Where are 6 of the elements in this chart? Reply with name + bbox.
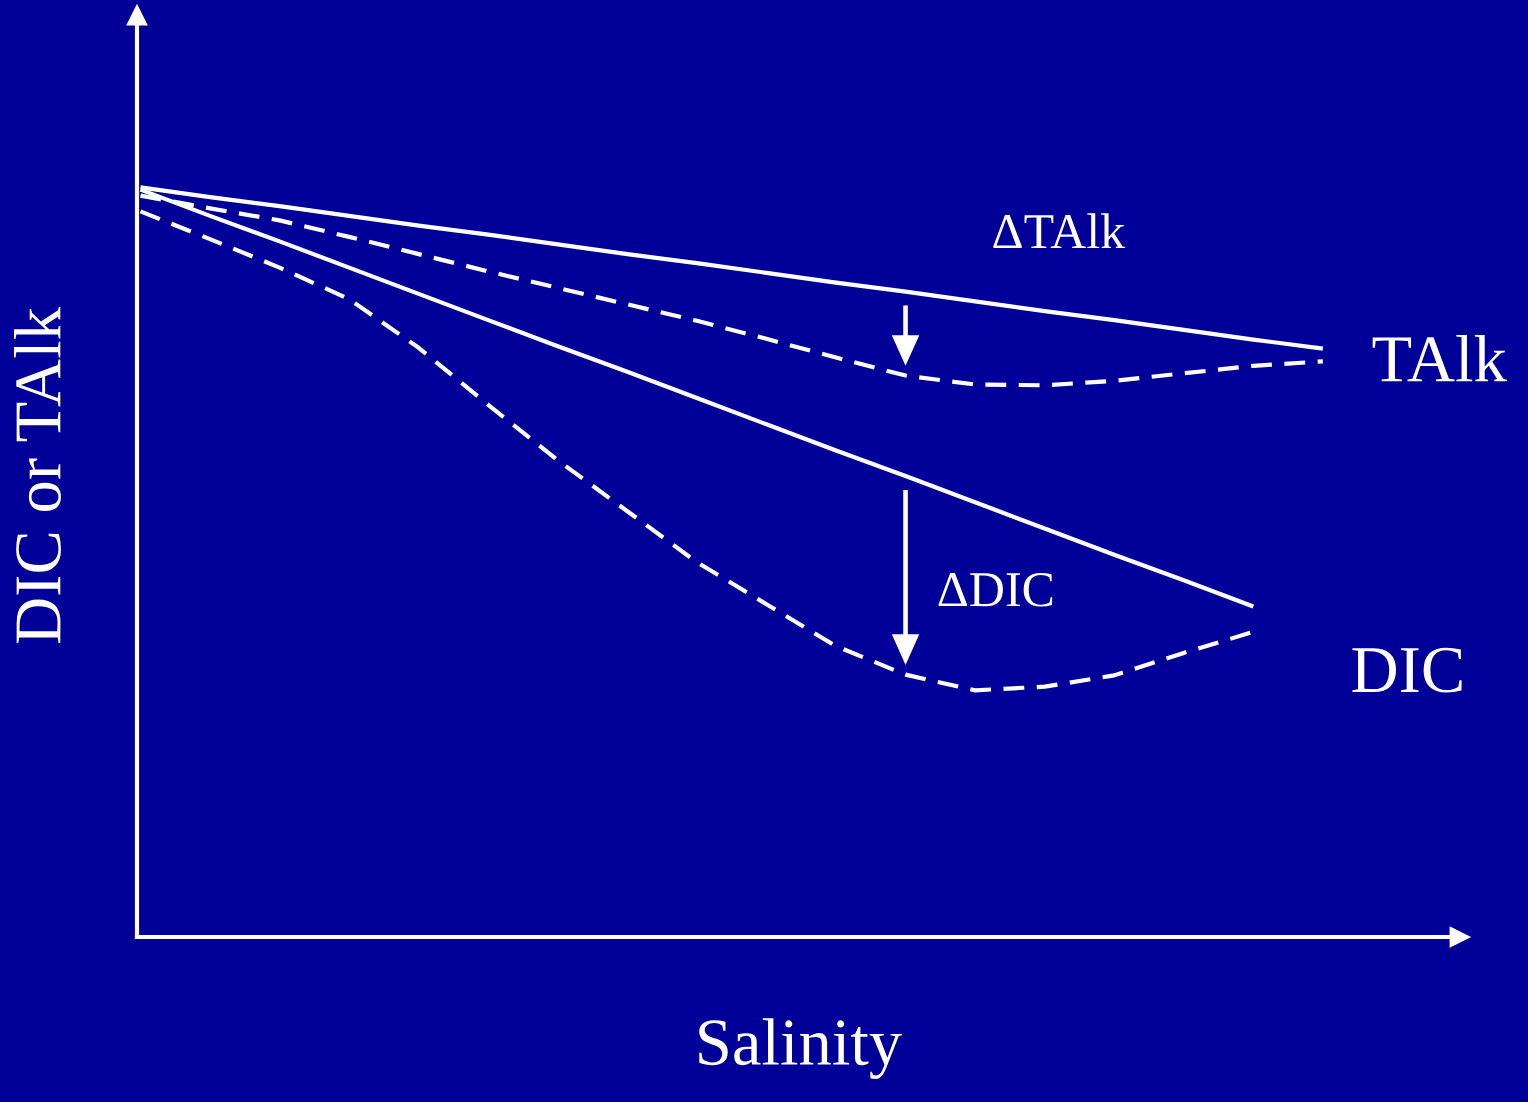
y-axis-title: DIC or TAlk (14, 307, 61, 644)
annotation: ΔTAlk (993, 213, 1126, 249)
x-axis-title: Salinity (699, 1018, 902, 1079)
series-label: DIC (1352, 647, 1462, 693)
annotation: ΔDIC (938, 572, 1053, 607)
series-label: TAlk (1372, 335, 1507, 382)
